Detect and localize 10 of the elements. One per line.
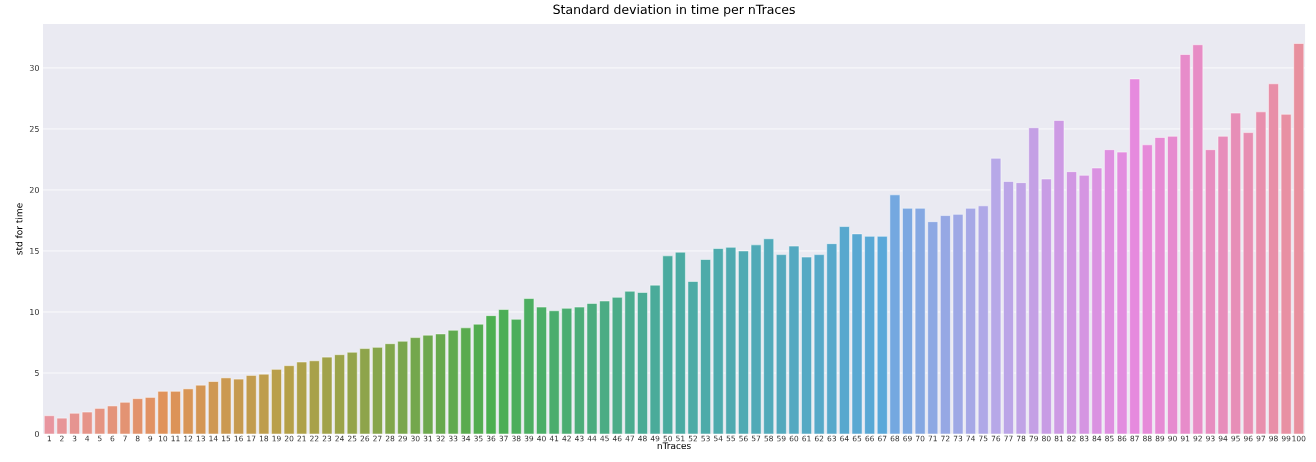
y-tick-label: 30	[29, 64, 39, 71]
chart-title: Standard deviation in time per nTraces	[553, 4, 795, 17]
y-tick-label: 0	[34, 430, 39, 438]
y-tick-label: 15	[30, 247, 39, 254]
y-tick-label: 5	[35, 370, 39, 376]
y-tick-label: 20	[29, 186, 39, 193]
y-axis-title: std for time	[15, 203, 23, 255]
x-axis-title: nTraces	[657, 442, 691, 450]
y-tick-label: 25	[29, 125, 39, 132]
y-tick-label: 10	[30, 308, 39, 315]
